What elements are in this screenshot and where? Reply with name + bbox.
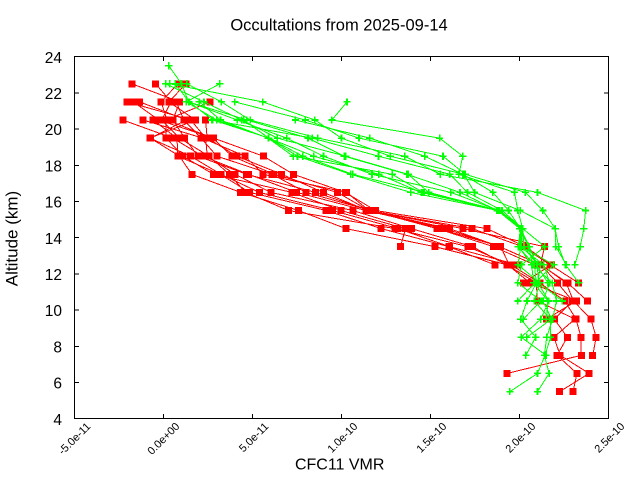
- svg-text:14: 14: [45, 231, 63, 248]
- svg-text:22: 22: [45, 86, 62, 103]
- svg-text:20: 20: [45, 122, 63, 139]
- svg-text:12: 12: [45, 267, 62, 284]
- svg-text:Occultations from 2025-09-14: Occultations from 2025-09-14: [230, 17, 447, 35]
- svg-text:8: 8: [53, 339, 62, 356]
- svg-text:Altitude (km): Altitude (km): [3, 191, 22, 286]
- svg-text:6: 6: [53, 376, 62, 393]
- svg-text:4: 4: [53, 412, 62, 429]
- svg-text:CFC11 VMR: CFC11 VMR: [295, 457, 385, 474]
- svg-text:24: 24: [45, 50, 63, 67]
- svg-text:16: 16: [45, 195, 62, 212]
- svg-text:18: 18: [45, 158, 62, 175]
- svg-text:10: 10: [45, 303, 63, 320]
